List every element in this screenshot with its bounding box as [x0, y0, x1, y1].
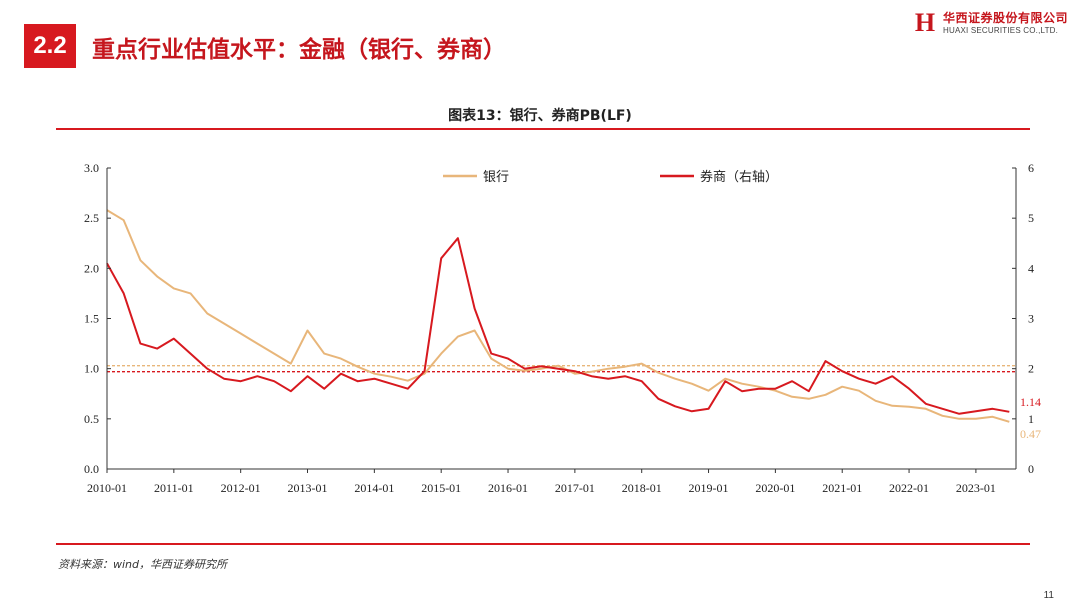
- x-tick-label: 2015-01: [421, 481, 461, 495]
- x-tick-label: 2021-01: [822, 481, 862, 495]
- chart-bottom-rule: [56, 543, 1030, 545]
- company-logo: H 华西证券股份有限公司 HUAXI SECURITIES CO.,LTD.: [912, 8, 1068, 36]
- right-tick-label: 6: [1028, 161, 1034, 175]
- left-tick-label: 0.5: [84, 412, 99, 426]
- end-value-label: 0.47: [1020, 427, 1041, 441]
- right-tick-label: 2: [1028, 362, 1034, 376]
- axes: [106, 168, 1017, 470]
- left-tick-label: 1.5: [84, 312, 99, 326]
- x-tick-label: 2010-01: [87, 481, 127, 495]
- series-line-bank: [106, 209, 1010, 423]
- left-axis-ticks: 0.0 0.5 1.0 1.5 2.0 2.5 3.0: [84, 161, 111, 476]
- x-tick-label: 2022-01: [889, 481, 929, 495]
- right-tick-label: 3: [1028, 312, 1034, 326]
- x-tick-label: 2018-01: [622, 481, 662, 495]
- right-tick-label: 4: [1028, 261, 1034, 275]
- left-tick-label: 2.0: [84, 261, 99, 275]
- legend-label: 券商（右轴）: [700, 169, 778, 185]
- x-tick-label: 2012-01: [221, 481, 261, 495]
- x-tick-label: 2023-01: [956, 481, 996, 495]
- x-tick-label: 2020-01: [755, 481, 795, 495]
- logo-company-name-en: HUAXI SECURITIES CO.,LTD.: [942, 26, 1059, 35]
- x-axis-ticks: 2010-01 2011-01 2012-01 2013-01 2014-01 2015-…: [87, 469, 996, 495]
- left-tick-label: 2.5: [84, 211, 99, 225]
- logo-company-name-cn: 华西证券股份有限公司: [942, 11, 1068, 25]
- huaxi-logo-icon: H: [912, 8, 937, 36]
- section-number-badge: 2.2: [24, 24, 76, 68]
- page-number: 11: [1043, 590, 1054, 601]
- end-value-labels: 0.47 1.14: [1020, 395, 1041, 441]
- right-axis-ticks: 0 1 2 3 4 5 6: [1012, 161, 1034, 476]
- series-line-broker: [106, 237, 1010, 415]
- series-lines: [106, 209, 1010, 423]
- x-tick-label: 2017-01: [555, 481, 595, 495]
- right-tick-label: 5: [1028, 211, 1034, 225]
- legend-label: 银行: [483, 170, 509, 185]
- left-tick-label: 1.0: [84, 362, 99, 376]
- left-tick-label: 0.0: [84, 462, 99, 476]
- x-tick-label: 2016-01: [488, 481, 528, 495]
- data-source-note: 资料来源：wind，华西证券研究所: [58, 558, 228, 571]
- x-tick-label: 2013-01: [288, 481, 328, 495]
- chart-top-rule: [56, 128, 1030, 130]
- right-tick-label: 0: [1028, 462, 1034, 476]
- right-tick-label: 1: [1028, 412, 1034, 426]
- section-number: 2.2: [33, 32, 67, 59]
- page-title: 重点行业估值水平：金融（银行、券商）: [92, 37, 506, 63]
- chart-legend: 银行 券商（右轴）: [443, 169, 778, 185]
- end-value-label: 1.14: [1020, 395, 1041, 409]
- chart-title: 图表13：银行、券商PB(LF): [448, 108, 632, 124]
- x-tick-label: 2011-01: [154, 481, 194, 495]
- x-tick-label: 2014-01: [354, 481, 394, 495]
- reference-lines: [107, 364, 1016, 373]
- logo-letter: H: [915, 8, 935, 36]
- x-tick-label: 2019-01: [689, 481, 729, 495]
- left-tick-label: 3.0: [84, 161, 99, 175]
